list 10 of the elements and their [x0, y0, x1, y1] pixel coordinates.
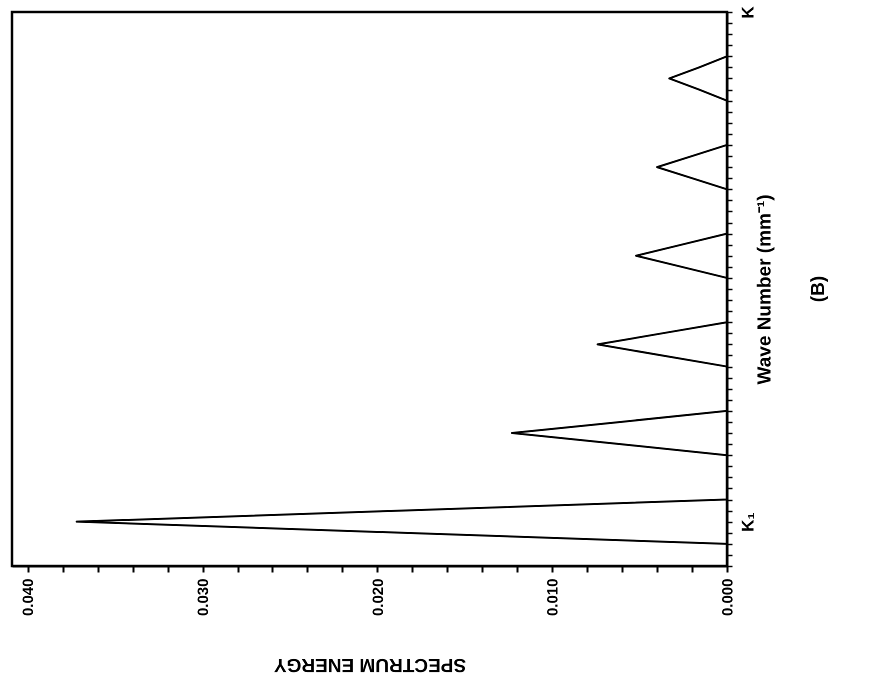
x-tick-label: 0.020: [370, 578, 387, 616]
text: (B): [808, 276, 829, 302]
x-tick-label: 0.040: [20, 578, 38, 616]
x-axis-title: SPECTRUM ENERGY: [274, 654, 466, 676]
y-axis-title: Wave Number (mm⁻¹): [754, 194, 776, 385]
y-tick-label: K₁: [738, 512, 758, 532]
x-tick-label: 0.010: [544, 578, 562, 616]
y-tick-label: K: [738, 6, 758, 19]
x-tick-label: 0.000: [720, 578, 736, 616]
x-tick-label: 0.030: [195, 578, 212, 616]
